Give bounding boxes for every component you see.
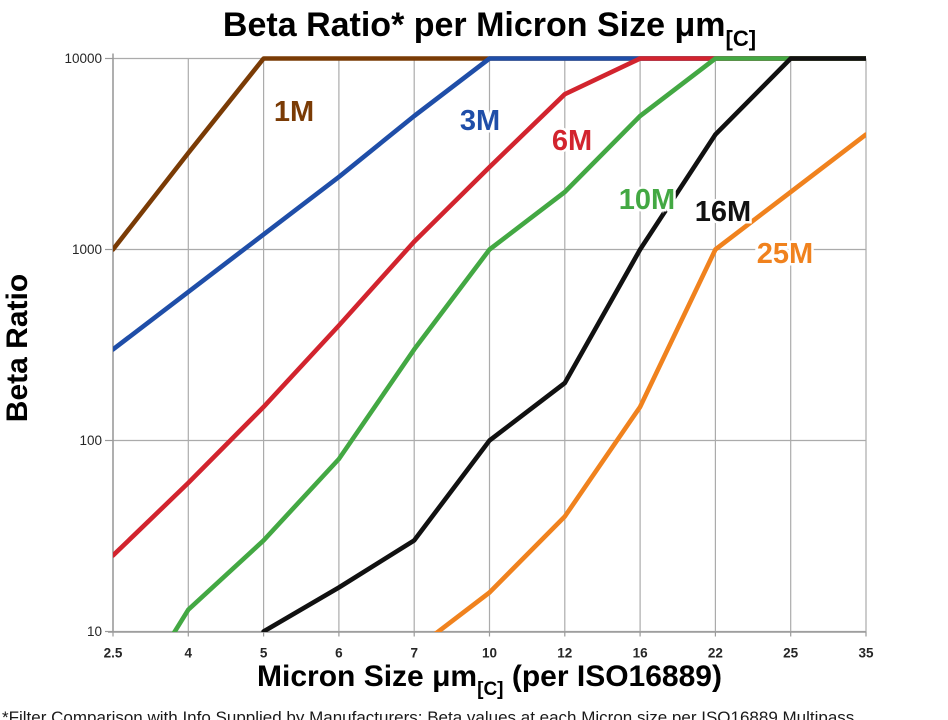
page-title: Beta Ratio* per Micron Size μm[C] [113,6,866,51]
x-tick-label: 35 [858,646,874,661]
x-axis-title-text: Micron Size μm [257,660,478,693]
x-tick-label: 22 [708,646,723,661]
x-axis-title-subscript: [C] [477,679,504,700]
x-tick-label: 7 [410,646,418,661]
series-line-16m [261,56,866,632]
series-label-1m: 1M [274,96,314,128]
series-line-25m [433,132,866,632]
x-tick-label: 12 [557,646,572,661]
x-tick-label: 10 [482,646,497,661]
x-axis-title: Micron Size μm[C] (per ISO16889) [113,660,866,700]
y-tick-label: 10 [87,624,102,639]
series-label-6m: 6M [552,125,592,157]
title-subscript: [C] [725,26,757,51]
x-tick-label: 16 [633,646,649,661]
x-tick-label: 25 [783,646,799,661]
series-label-10m: 10M [619,184,675,216]
y-tick-label: 10000 [64,51,102,66]
footnote-text: *Filter Comparison with Info Supplied by… [2,708,855,720]
series-label-25m: 25M [757,238,813,270]
x-tick-label: 5 [260,646,268,661]
y-tick-label: 100 [79,433,102,448]
x-tick-label: 6 [335,646,343,661]
y-tick-label: 1000 [72,242,102,257]
series-label-3m: 3M [460,105,500,137]
title-text: Beta Ratio* per Micron Size μm [222,6,726,44]
x-tick-label: 4 [185,646,193,661]
series-line-10m [171,56,866,632]
x-tick-label: 2.5 [104,646,123,661]
x-axis-title-suffix: (per ISO16889) [503,660,722,693]
series-label-16m: 16M [695,196,751,228]
